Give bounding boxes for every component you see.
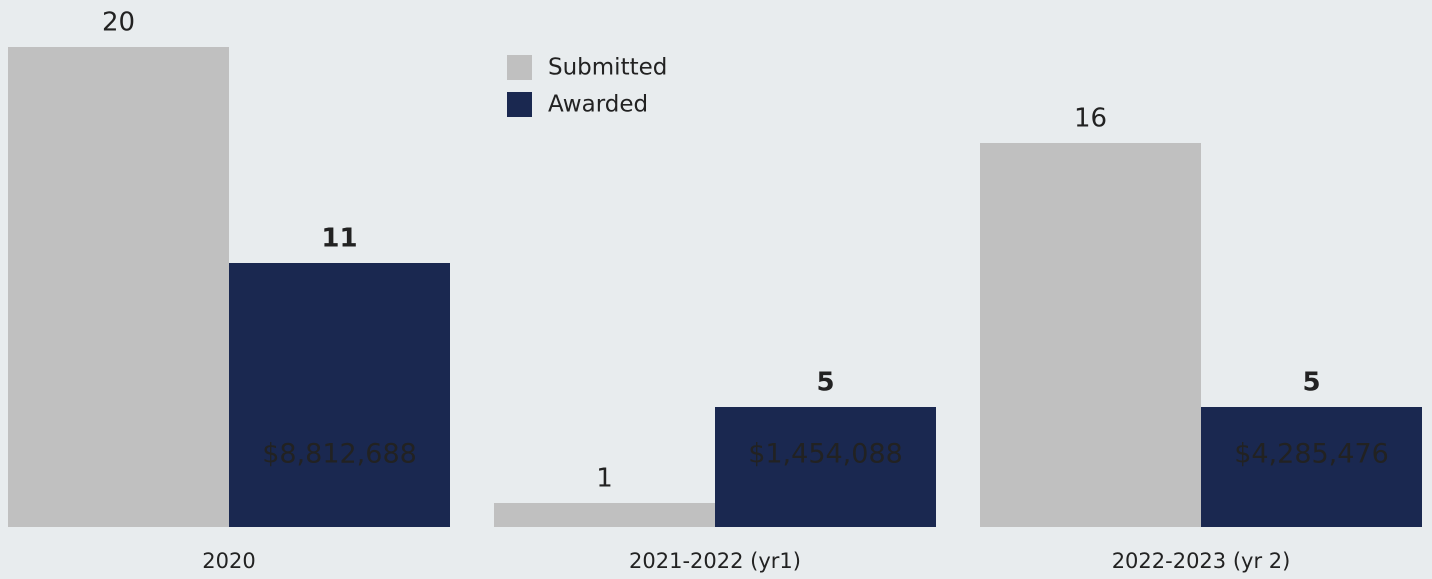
value-label: 16 — [1074, 104, 1107, 134]
value-label: 20 — [102, 8, 135, 38]
bar — [980, 143, 1201, 527]
legend-swatch — [507, 55, 532, 80]
value-label: 1 — [596, 464, 613, 494]
x-tick-label: 2022-2023 (yr 2) — [1112, 549, 1291, 573]
bar — [494, 503, 715, 527]
amount-label: $1,454,088 — [748, 439, 903, 470]
bar — [8, 47, 229, 527]
legend-label: Awarded — [548, 92, 648, 118]
value-label: 5 — [816, 368, 834, 398]
legend-label: Submitted — [548, 55, 667, 81]
bar — [715, 407, 936, 527]
amount-label: $8,812,688 — [262, 439, 417, 470]
amount-label: $4,285,476 — [1234, 439, 1389, 470]
x-tick-label: 2021-2022 (yr1) — [629, 549, 801, 573]
legend-swatch — [507, 92, 532, 117]
bar — [1201, 407, 1422, 527]
x-tick-label: 2020 — [202, 549, 255, 573]
bar — [229, 263, 450, 527]
value-label: 11 — [321, 224, 357, 254]
value-label: 5 — [1302, 368, 1320, 398]
